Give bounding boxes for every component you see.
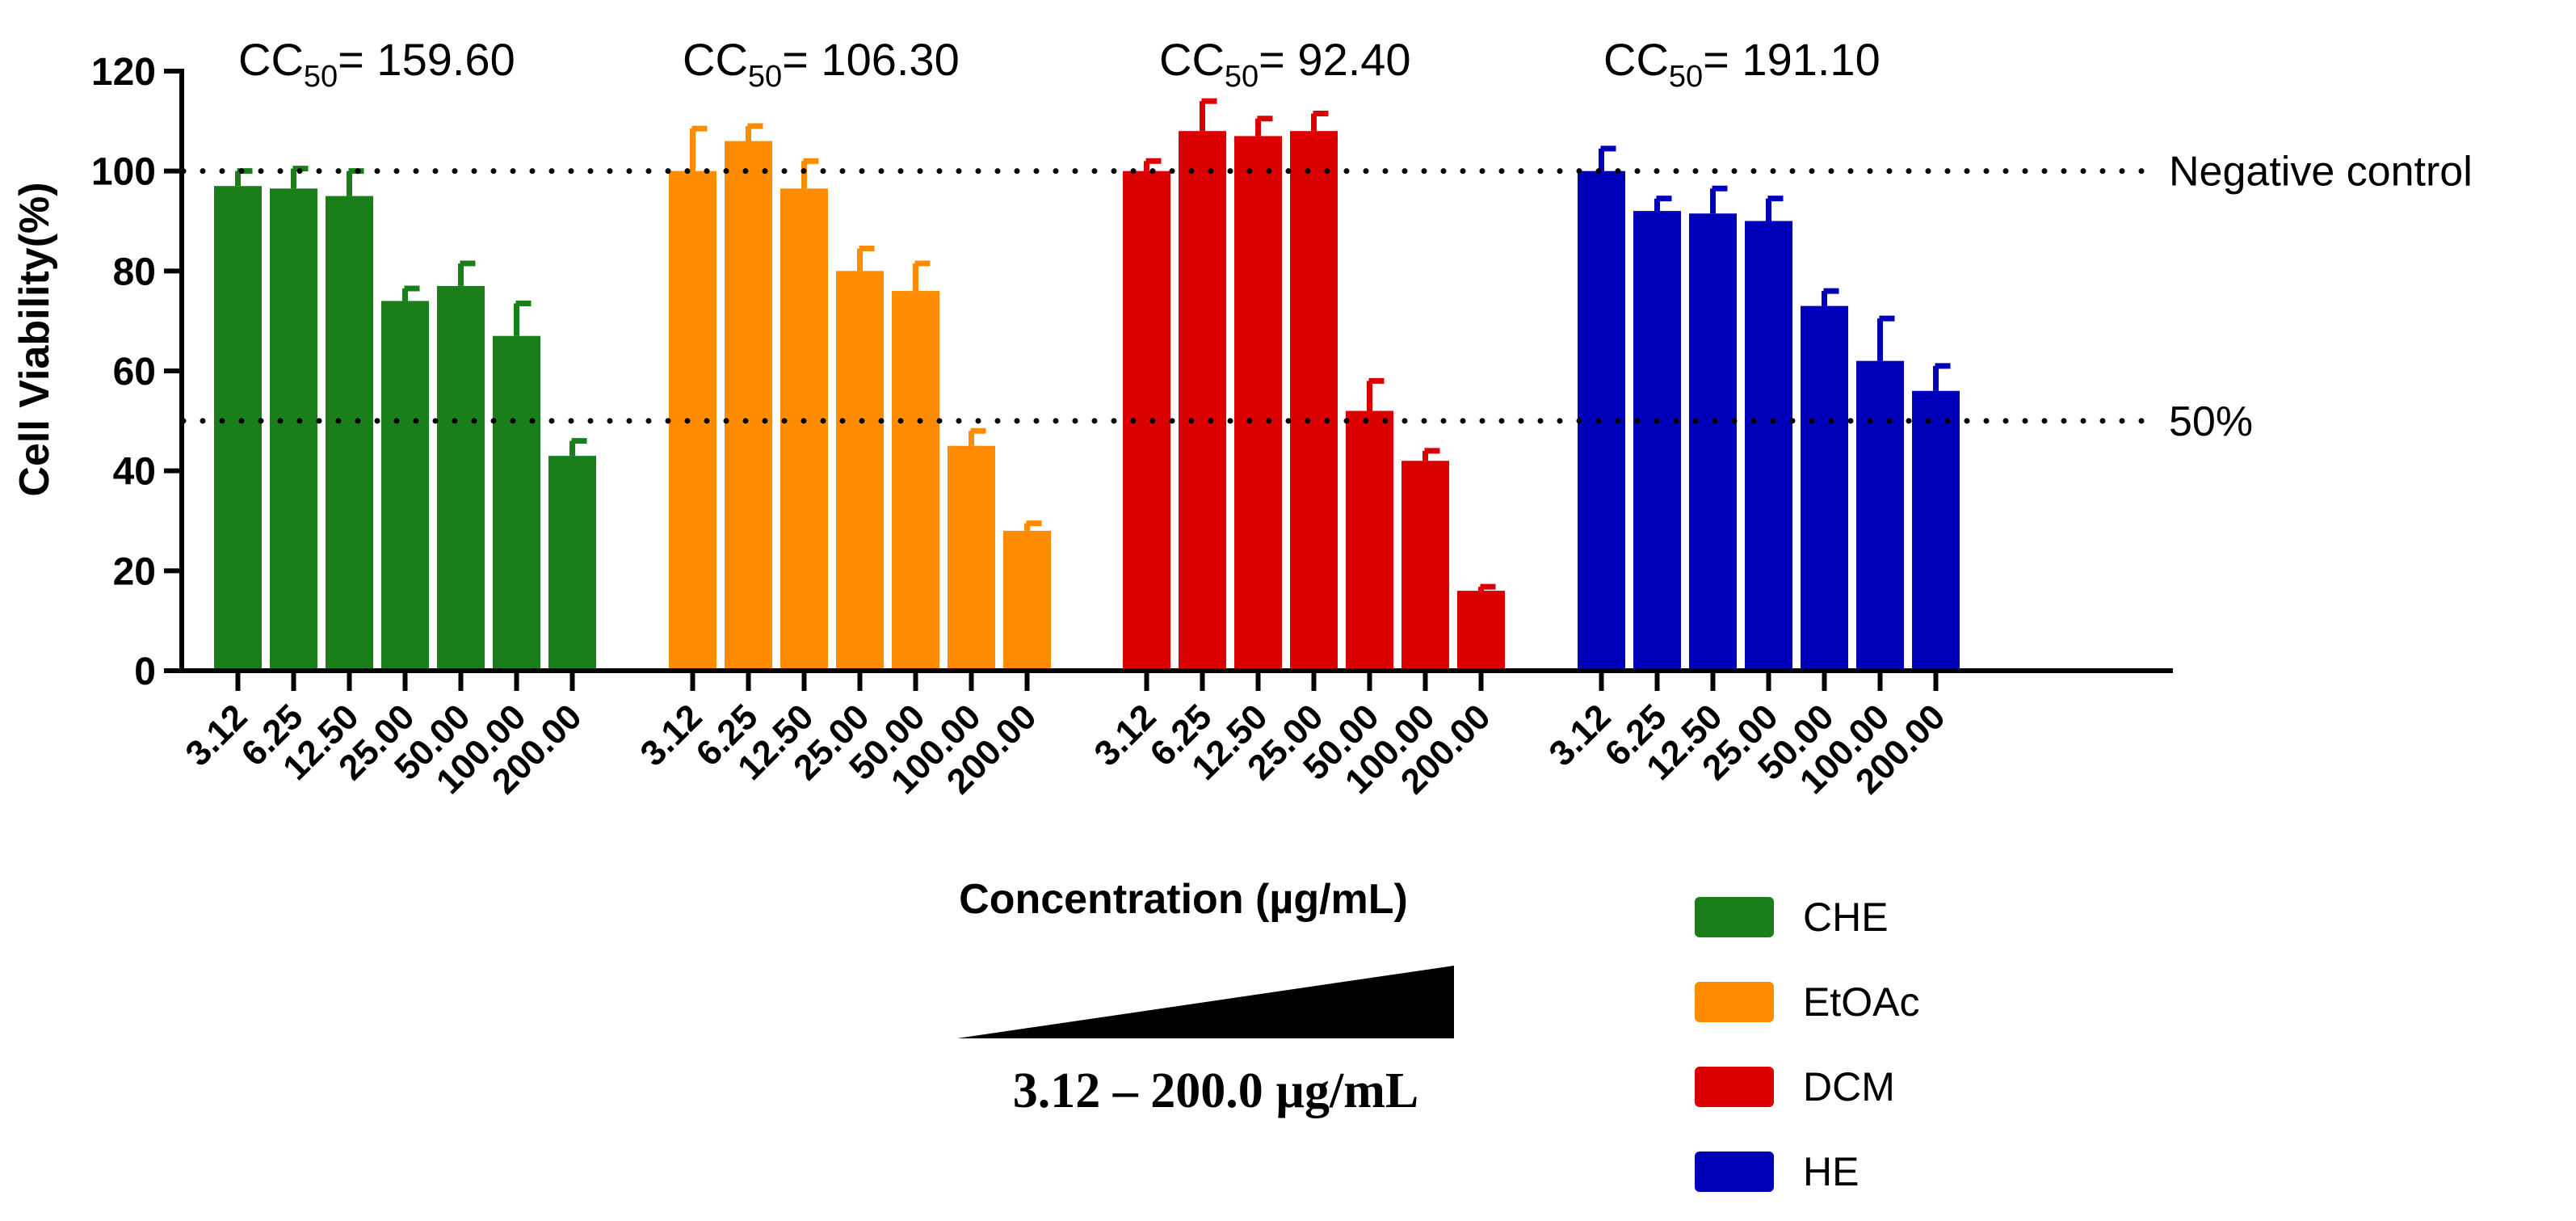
cc50-value: = 92.40 (1259, 34, 1410, 85)
bar (381, 301, 429, 671)
bar (326, 196, 373, 672)
cc50-label: CC50= 159.60 (238, 34, 515, 94)
bar (1856, 360, 1904, 671)
legend: CHE EtOAc DCM HE (1695, 895, 1919, 1194)
bar (493, 335, 540, 671)
cc50-value: = 159.60 (338, 34, 515, 85)
legend-swatch (1695, 1152, 1774, 1192)
y-tick-label: 80 (113, 251, 156, 293)
concentration-range-label: 3.12 – 200.0 µg/mL (1013, 1063, 1418, 1118)
cc50-subscript: 50 (748, 60, 782, 94)
x-axis-title: Concentration (µg/mL) (959, 876, 1408, 923)
error-bars-layer (235, 98, 1951, 592)
y-axis-title: Cell Viability(%) (11, 182, 58, 496)
bar (1689, 213, 1737, 672)
cc50-label: CC50= 191.10 (1603, 34, 1881, 94)
cc50-prefix: CC (1603, 34, 1669, 85)
y-tick-label: 0 (134, 650, 156, 693)
legend-label: CHE (1803, 895, 1889, 940)
cc50-label: CC50= 92.40 (1159, 34, 1411, 94)
cc50-value: = 191.10 (1703, 34, 1881, 85)
cc50-subscript: 50 (1225, 60, 1259, 94)
bars-layer (214, 131, 1960, 672)
reference-line-label: 50% (2169, 398, 2253, 445)
cc50-prefix: CC (238, 34, 304, 85)
y-tick-label: 40 (113, 451, 156, 494)
legend-swatch (1695, 897, 1774, 937)
y-ticks-layer: 0 20 40 60 80 100 120 (91, 51, 182, 693)
legend-label: DCM (1803, 1064, 1895, 1109)
cc50-subscript: 50 (1669, 60, 1703, 94)
y-tick-label: 120 (91, 51, 156, 94)
bar (1179, 131, 1226, 671)
cc50-prefix: CC (683, 34, 748, 85)
bar (836, 271, 884, 671)
legend-swatch (1695, 1067, 1774, 1107)
y-tick-label: 20 (113, 550, 156, 593)
cc50-value: = 106.30 (782, 34, 960, 85)
legend-swatch (1695, 982, 1774, 1022)
bar (780, 188, 828, 671)
bar (1912, 390, 1960, 671)
bar (1457, 591, 1505, 671)
bar (1234, 136, 1282, 672)
bar (1401, 461, 1449, 671)
bar (1346, 411, 1393, 671)
bar (437, 285, 485, 671)
reference-line-label: Negative control (2169, 149, 2473, 196)
bar (1745, 221, 1792, 671)
cc50-labels-layer: CC50= 159.60 CC50= 106.30 CC50= 92.40 CC50=… (238, 34, 1881, 94)
y-tick-label: 100 (91, 151, 156, 194)
legend-label: HE (1803, 1149, 1859, 1194)
bar (270, 188, 317, 671)
bar (725, 141, 772, 672)
cc50-label: CC50= 106.30 (683, 34, 960, 94)
bar (1003, 530, 1051, 671)
bar (948, 445, 995, 671)
bar (1123, 171, 1170, 671)
cc50-subscript: 50 (304, 60, 338, 94)
legend-label: EtOAc (1803, 979, 1919, 1025)
bar (214, 186, 262, 671)
cc50-prefix: CC (1159, 34, 1225, 85)
y-tick-label: 60 (113, 351, 156, 394)
concentration-gradient-wedge (957, 966, 1454, 1038)
bar (548, 456, 596, 671)
bar (1801, 305, 1848, 671)
bar (892, 291, 939, 671)
bar (1633, 211, 1681, 672)
reference-lines-layer: Negative control 50% (180, 149, 2473, 445)
bar (1290, 131, 1338, 671)
